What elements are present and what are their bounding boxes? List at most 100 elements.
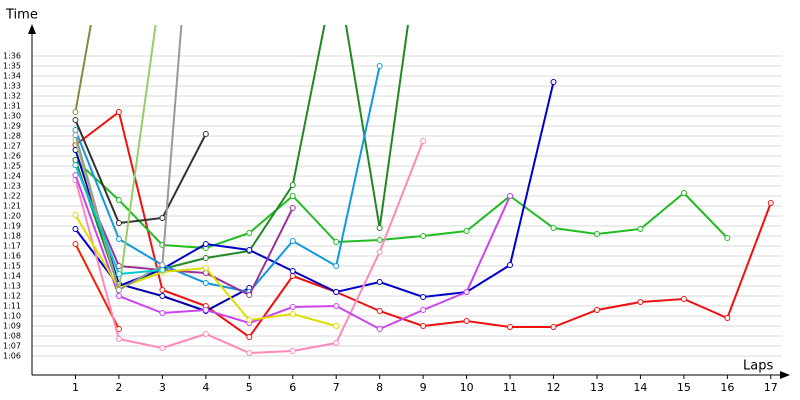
x-tick-label: 2 <box>115 381 122 394</box>
y-axis-arrow <box>28 24 36 34</box>
y-tick-label: 1:20 <box>3 212 21 221</box>
data-point <box>289 268 296 274</box>
y-tick-label: 1:30 <box>3 112 21 121</box>
data-point <box>376 326 383 332</box>
y-tick-label: 1:09 <box>3 322 21 331</box>
data-point <box>376 237 383 243</box>
data-point <box>333 263 340 269</box>
data-point <box>420 138 427 144</box>
data-point <box>420 233 427 239</box>
y-tick-label: 1:26 <box>3 152 21 161</box>
data-point <box>72 212 79 218</box>
y-tick-label: 1:15 <box>3 262 21 271</box>
data-point <box>115 109 122 115</box>
data-point <box>159 262 166 268</box>
data-point <box>507 262 514 268</box>
data-point <box>159 293 166 299</box>
data-point <box>333 239 340 245</box>
series-line <box>74 119 207 225</box>
x-tick-label: 12 <box>546 381 560 394</box>
x-tick-label: 9 <box>420 381 427 394</box>
data-point <box>333 340 340 346</box>
data-point <box>202 307 209 313</box>
data-point <box>507 193 514 199</box>
data-point <box>376 249 383 255</box>
data-point <box>376 279 383 285</box>
data-point <box>507 324 514 330</box>
data-point <box>159 287 166 293</box>
grid <box>32 55 782 357</box>
data-point <box>246 292 253 298</box>
data-point <box>246 334 253 340</box>
data-point <box>289 193 296 199</box>
x-tick-label: 15 <box>677 381 691 394</box>
y-tick-label: 1:08 <box>3 332 21 341</box>
series-group <box>72 25 774 356</box>
y-tick-label: 1:34 <box>3 72 21 81</box>
y-tick-label: 1:28 <box>3 132 21 141</box>
data-point <box>289 348 296 354</box>
y-tick-label: 1:07 <box>3 342 21 351</box>
data-point <box>289 205 296 211</box>
series-line <box>74 159 729 250</box>
x-tick-label: 10 <box>460 381 474 394</box>
data-point <box>333 303 340 309</box>
data-point <box>289 304 296 310</box>
y-tick-label: 1:21 <box>3 202 21 211</box>
data-point <box>72 117 79 123</box>
data-point <box>289 182 296 188</box>
y-tick-label: 1:36 <box>3 52 21 61</box>
data-point <box>72 226 79 232</box>
x-tick-label: 4 <box>202 381 209 394</box>
data-point <box>115 287 122 293</box>
x-tick-label: 16 <box>720 381 734 394</box>
data-point <box>246 317 253 323</box>
x-tick-label: 6 <box>289 381 296 394</box>
x-tick-label: 1 <box>72 381 79 394</box>
data-point <box>202 241 209 247</box>
y-tick-label: 1:11 <box>3 302 21 311</box>
data-point <box>550 225 557 231</box>
data-point <box>550 324 557 330</box>
data-point <box>246 247 253 253</box>
x-tick-label: 3 <box>159 381 166 394</box>
data-point <box>376 225 383 231</box>
data-point <box>72 109 79 115</box>
series-line <box>74 81 555 299</box>
series-line <box>74 25 183 292</box>
data-point <box>115 220 122 226</box>
series-line <box>74 164 294 297</box>
data-point <box>593 307 600 313</box>
x-tick-label: 17 <box>764 381 778 394</box>
y-tick-label: 1:18 <box>3 232 21 241</box>
data-point <box>680 190 687 196</box>
y-tick-label: 1:17 <box>3 242 21 251</box>
data-point <box>72 241 79 247</box>
y-tick-label: 1:27 <box>3 142 21 151</box>
data-point <box>115 236 122 242</box>
data-point <box>159 310 166 316</box>
data-point <box>159 345 166 351</box>
x-axis-arrow <box>780 371 790 379</box>
data-point <box>72 127 79 133</box>
y-tick-label: 1:13 <box>3 282 21 291</box>
x-axis-title: Laps <box>743 359 773 374</box>
y-tick-label: 1:12 <box>3 292 21 301</box>
data-point <box>463 289 470 295</box>
data-point <box>637 299 644 305</box>
x-tick-label: 14 <box>633 381 647 394</box>
data-point <box>72 172 79 178</box>
y-tick-label: 1:14 <box>3 272 21 281</box>
y-tick-label: 1:06 <box>3 352 21 361</box>
data-point <box>159 267 166 273</box>
y-tick-label: 1:25 <box>3 162 21 171</box>
data-point <box>593 231 600 237</box>
data-point <box>289 238 296 244</box>
data-point <box>246 350 253 356</box>
y-tick-label: 1:35 <box>3 62 21 71</box>
y-tick-label: 1:29 <box>3 122 21 131</box>
data-point <box>333 323 340 329</box>
data-point <box>115 271 122 277</box>
data-point <box>724 315 731 321</box>
